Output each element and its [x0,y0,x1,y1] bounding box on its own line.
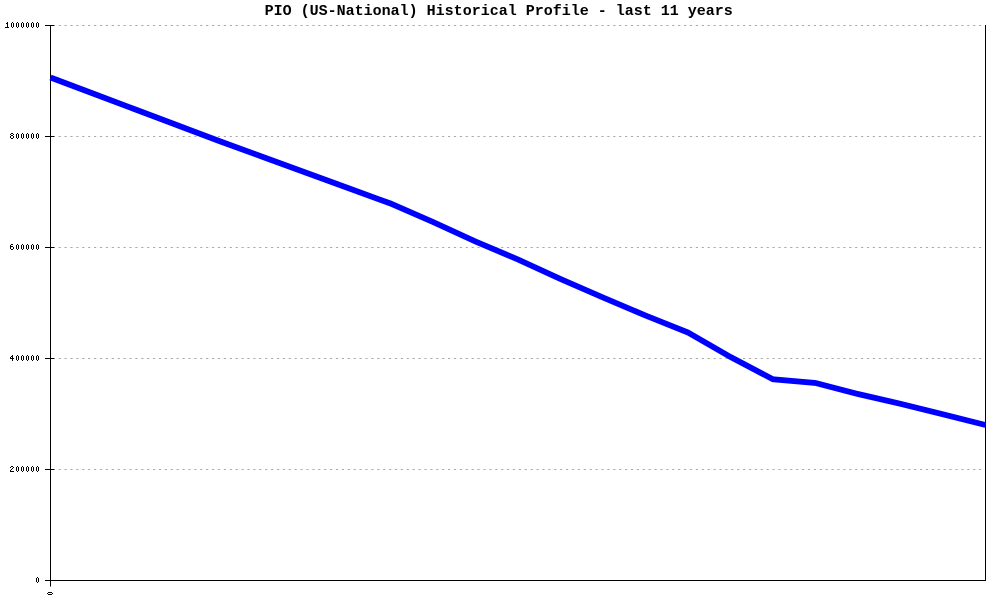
svg-text:PIO (US-National) Historical P: PIO (US-National) Historical Profile - l… [265,3,733,20]
